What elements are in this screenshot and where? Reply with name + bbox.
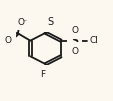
Text: ⁻: ⁻ (22, 17, 27, 26)
Text: O: O (71, 47, 77, 56)
Text: Cl: Cl (89, 36, 97, 45)
Text: O: O (18, 18, 25, 27)
Text: S: S (47, 17, 53, 27)
Text: O: O (4, 36, 11, 45)
Text: O: O (71, 26, 77, 35)
Text: S: S (70, 36, 77, 46)
Text: F: F (40, 70, 45, 79)
